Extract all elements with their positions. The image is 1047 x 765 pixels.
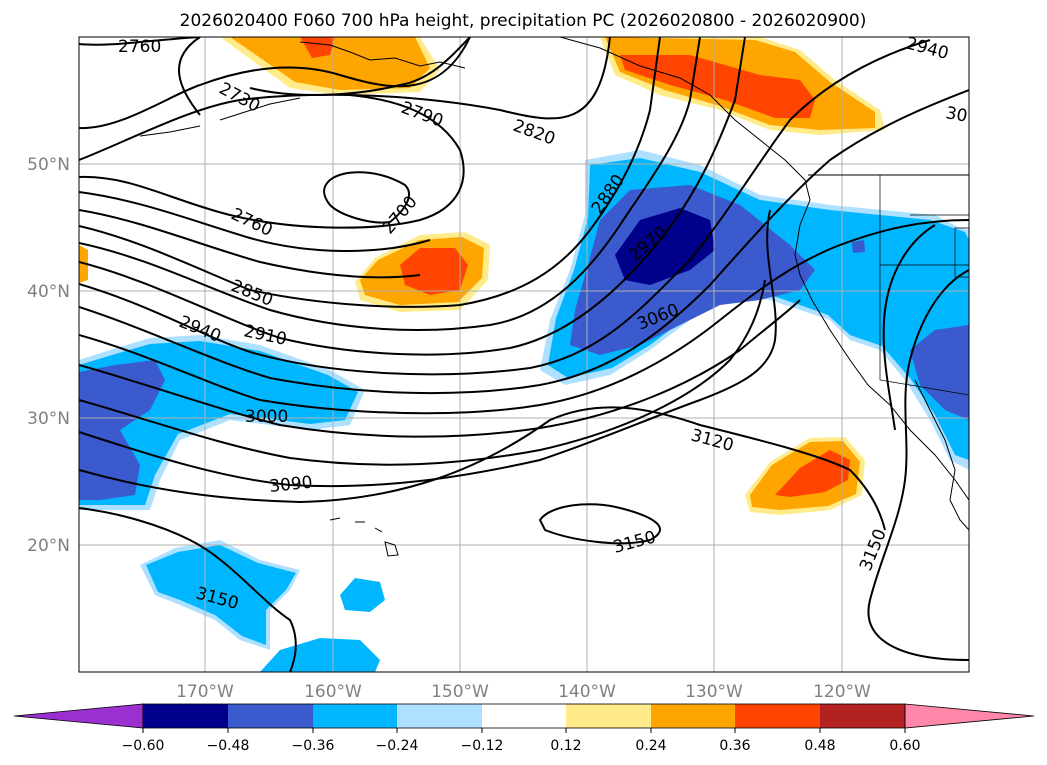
lon-label: 160°W <box>304 682 362 702</box>
negative-anomaly-ne-strong <box>570 185 815 355</box>
contour-2760-top <box>79 37 201 46</box>
colorbar-tick-label: 0.36 <box>719 738 750 754</box>
contour-2820b <box>79 209 421 279</box>
lat-label: 50°N <box>27 155 70 175</box>
contour-2880 <box>79 37 701 331</box>
colorbar-bin <box>566 704 651 728</box>
contour-2850 <box>79 37 661 308</box>
map-panel: 2760 2730 2790 2820 2940 30 2700 2760 28… <box>78 34 970 673</box>
colorbar-bin <box>735 704 820 728</box>
negative-anomaly-s2 <box>340 578 385 612</box>
colorbar-bin <box>820 704 905 728</box>
negative-anomaly-ne-dot <box>852 240 865 253</box>
lon-label: 130°W <box>685 682 743 702</box>
lat-label: 20°N <box>27 536 70 556</box>
gridlines <box>79 37 969 672</box>
colorbar-frame <box>142 703 906 729</box>
contour-3150-sw <box>79 507 297 672</box>
colorbar-tick-label: −0.24 <box>376 738 419 754</box>
contour-3120 <box>79 406 886 531</box>
coastline-baja <box>914 379 969 531</box>
colorbar-bin <box>651 704 735 728</box>
colorbar-tick-label: 0.24 <box>635 738 666 754</box>
coastline-hawaii <box>329 517 399 557</box>
contour-3150-east <box>867 269 969 661</box>
colorbar-over-triangle <box>904 703 1035 729</box>
colorbar-tick-label: 0.60 <box>889 738 920 754</box>
colorbar-tick-label: 0.48 <box>804 738 835 754</box>
contour-3030 <box>79 299 801 438</box>
coastline-alaska <box>139 41 466 137</box>
colorbar-bin <box>397 704 482 728</box>
negative-anomaly-ne-core <box>615 208 715 285</box>
precipitation-fill <box>79 37 969 672</box>
lon-label: 170°W <box>176 682 234 702</box>
contour-label: 30 <box>944 103 969 126</box>
colorbar: −0.60 −0.48 −0.36 −0.24 −0.12 0.12 0.24 … <box>13 703 1035 754</box>
colorbar-tick-label: −0.12 <box>461 738 504 754</box>
contour-3060 <box>79 279 766 466</box>
positive-anomaly-north-peak <box>300 37 335 58</box>
contour-label: 3000 <box>245 407 288 427</box>
coastline-canada <box>559 37 969 501</box>
colorbar-bin <box>313 704 397 728</box>
contour-2820 <box>79 37 611 161</box>
colorbar-tick-labels: −0.60 −0.48 −0.36 −0.24 −0.12 0.12 0.24 … <box>122 738 921 754</box>
coastlines <box>139 37 969 557</box>
lat-label: 40°N <box>27 282 70 302</box>
contour-label: 3090 <box>268 473 313 497</box>
contour-2970 <box>79 89 969 395</box>
contour-2790 <box>79 37 471 130</box>
colorbar-bin <box>482 704 566 728</box>
contour-2910 <box>79 37 746 356</box>
lon-label: 140°W <box>558 682 616 702</box>
colorbar-tick-label: −0.36 <box>292 738 335 754</box>
colorbar-ticks <box>142 728 906 733</box>
colorbar-tick-label: 0.12 <box>550 738 581 754</box>
positive-anomaly-mid-peak <box>400 248 468 295</box>
contour-2700 <box>323 171 410 224</box>
contour-2760-mid <box>79 94 465 229</box>
negative-anomaly-s3 <box>260 638 380 672</box>
colorbar-bin <box>143 704 228 728</box>
positive-anomaly-ne-peak <box>620 55 815 118</box>
contour-3150-east2 <box>882 224 936 431</box>
contour-label: 2760 <box>118 37 161 57</box>
figure-title: 2026020400 F060 700 hPa height, precipit… <box>180 11 867 31</box>
colorbar-tick-label: −0.48 <box>207 738 250 754</box>
colorbar-tick-label: −0.60 <box>122 738 165 754</box>
contour-2790b <box>79 191 431 252</box>
negative-anomaly-w-strong <box>79 360 165 500</box>
negative-anomaly-s1-mid <box>146 545 296 645</box>
contour-3000 <box>79 219 969 415</box>
border-states <box>879 175 969 396</box>
positive-anomaly-north-core <box>230 37 430 90</box>
contour-3150-south <box>538 503 661 545</box>
height-contours <box>79 37 969 672</box>
contour-3090 <box>79 209 777 488</box>
lat-labels: 20°N 30°N 40°N 50°N <box>27 155 70 556</box>
lon-labels: 170°W 160°W 150°W 140°W 130°W 120°W <box>176 682 871 702</box>
colorbar-under-triangle <box>13 703 144 729</box>
lon-label: 120°W <box>813 682 871 702</box>
lon-label: 150°W <box>431 682 489 702</box>
contour-2940 <box>79 39 931 376</box>
negative-anomaly-ne-east <box>910 325 969 420</box>
colorbar-bin <box>228 704 313 728</box>
lat-label: 30°N <box>27 409 70 429</box>
map-frame <box>78 36 970 673</box>
